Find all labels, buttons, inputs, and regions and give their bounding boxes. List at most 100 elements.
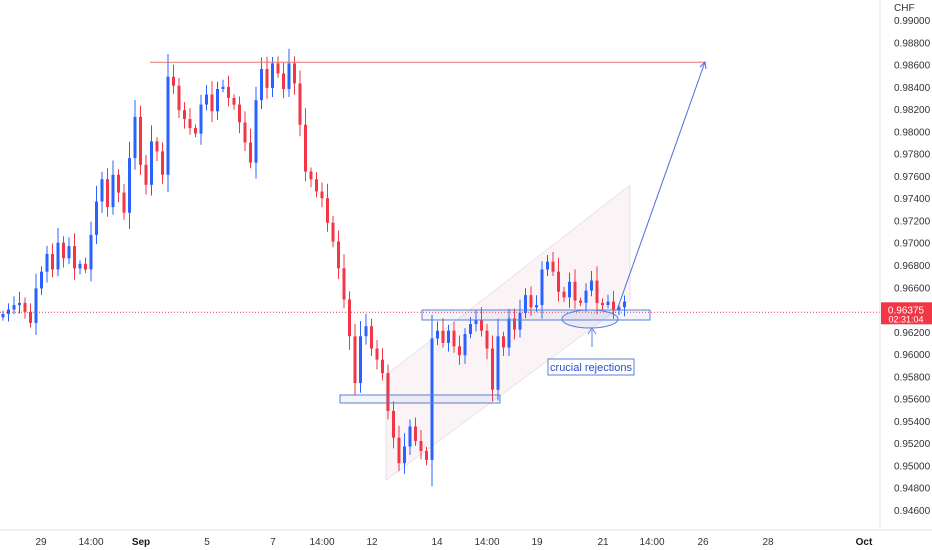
projection-arrow — [616, 61, 706, 311]
candle — [40, 266, 43, 295]
candle-body — [29, 311, 32, 323]
candle-body — [243, 122, 247, 143]
candle-body — [392, 410, 395, 438]
candle-body — [166, 76, 170, 175]
candle-body — [540, 269, 544, 306]
candle-body — [590, 280, 593, 291]
candle — [381, 348, 384, 381]
price-axis[interactable]: 0.99000 0.98800 0.98600 0.98400 0.98200 0.980… — [894, 16, 931, 517]
candle — [320, 182, 324, 208]
candle-body — [331, 222, 335, 242]
candle-body — [425, 451, 428, 460]
time-axis[interactable]: 29 14:00 Sep 5 7 14:00 12 14 14:00 19 21 14:00 26 28 O… — [35, 537, 873, 548]
current-price-value: 0.96375 — [888, 305, 925, 316]
price-tick-label: 0.98800 — [894, 38, 931, 49]
candle — [271, 57, 274, 98]
candle-body — [133, 116, 137, 159]
candle — [584, 283, 588, 312]
candle — [67, 237, 71, 265]
candle — [221, 79, 225, 93]
candle-body — [172, 76, 175, 86]
price-tick-label: 0.95400 — [894, 417, 931, 428]
candle-body — [23, 302, 27, 312]
price-tick-label: 0.95600 — [894, 395, 931, 406]
candle — [364, 313, 368, 345]
candle-body — [518, 312, 522, 330]
candle — [177, 77, 181, 118]
candle — [579, 297, 582, 306]
candle-body — [155, 141, 159, 152]
candle — [375, 340, 379, 370]
candle — [529, 286, 533, 316]
time-tick-label: 29 — [35, 537, 47, 548]
candle-body — [337, 241, 340, 269]
candle-body — [249, 142, 252, 163]
candle — [342, 254, 346, 309]
price-tick-label: 0.97400 — [894, 194, 931, 205]
candle — [463, 328, 467, 364]
candle — [188, 108, 192, 135]
candle — [194, 124, 197, 138]
candle-body — [73, 246, 76, 269]
candle — [155, 137, 159, 161]
candle-body — [480, 319, 483, 331]
candle-body — [40, 271, 43, 289]
candle — [601, 298, 604, 311]
candle — [210, 81, 214, 122]
candle-body — [320, 191, 324, 199]
currency-label: CHF — [894, 3, 915, 14]
price-tick-label: 0.95800 — [894, 372, 931, 383]
candle-body — [315, 179, 318, 192]
candle — [414, 417, 417, 446]
candle — [309, 167, 313, 188]
candle — [507, 308, 511, 356]
candle — [441, 318, 445, 348]
candle — [144, 155, 148, 195]
price-tick-label: 0.94800 — [894, 484, 931, 495]
candle-body — [419, 441, 423, 451]
candle-body — [342, 268, 346, 300]
candle — [452, 321, 456, 353]
candle — [496, 318, 500, 401]
candle-body — [56, 242, 60, 270]
candle — [353, 323, 357, 396]
candle — [18, 291, 21, 314]
candle — [89, 221, 93, 282]
candle — [34, 273, 38, 335]
candle-body — [260, 69, 263, 101]
candle — [287, 48, 291, 97]
candle-body — [254, 100, 258, 163]
candle — [436, 321, 439, 346]
candle — [172, 64, 175, 94]
candle-body — [216, 89, 219, 112]
candle — [485, 323, 489, 360]
candle — [557, 257, 560, 302]
candle — [73, 233, 76, 280]
candle — [45, 245, 49, 283]
candle-body — [491, 348, 494, 390]
candle-body — [89, 234, 93, 270]
candle — [111, 160, 115, 215]
candle — [216, 81, 219, 121]
candle-body — [458, 346, 461, 356]
candle-body — [84, 263, 87, 270]
candle-body — [529, 295, 533, 308]
candle-body — [271, 63, 274, 88]
candle — [623, 295, 626, 317]
candle — [524, 288, 527, 319]
candle-body — [62, 242, 65, 259]
candle-body — [122, 192, 126, 213]
candle — [348, 291, 351, 350]
annotation-box — [547, 358, 635, 376]
candle-body — [67, 246, 71, 259]
candle — [95, 185, 98, 245]
candle-body — [117, 174, 120, 193]
candle — [535, 295, 538, 312]
price-tick-label: 0.97600 — [894, 172, 931, 183]
time-tick-label: 14:00 — [639, 537, 664, 548]
time-tick-label: Sep — [132, 537, 150, 548]
candle-body — [573, 281, 577, 301]
price-tick-label: 0.96800 — [894, 261, 931, 272]
